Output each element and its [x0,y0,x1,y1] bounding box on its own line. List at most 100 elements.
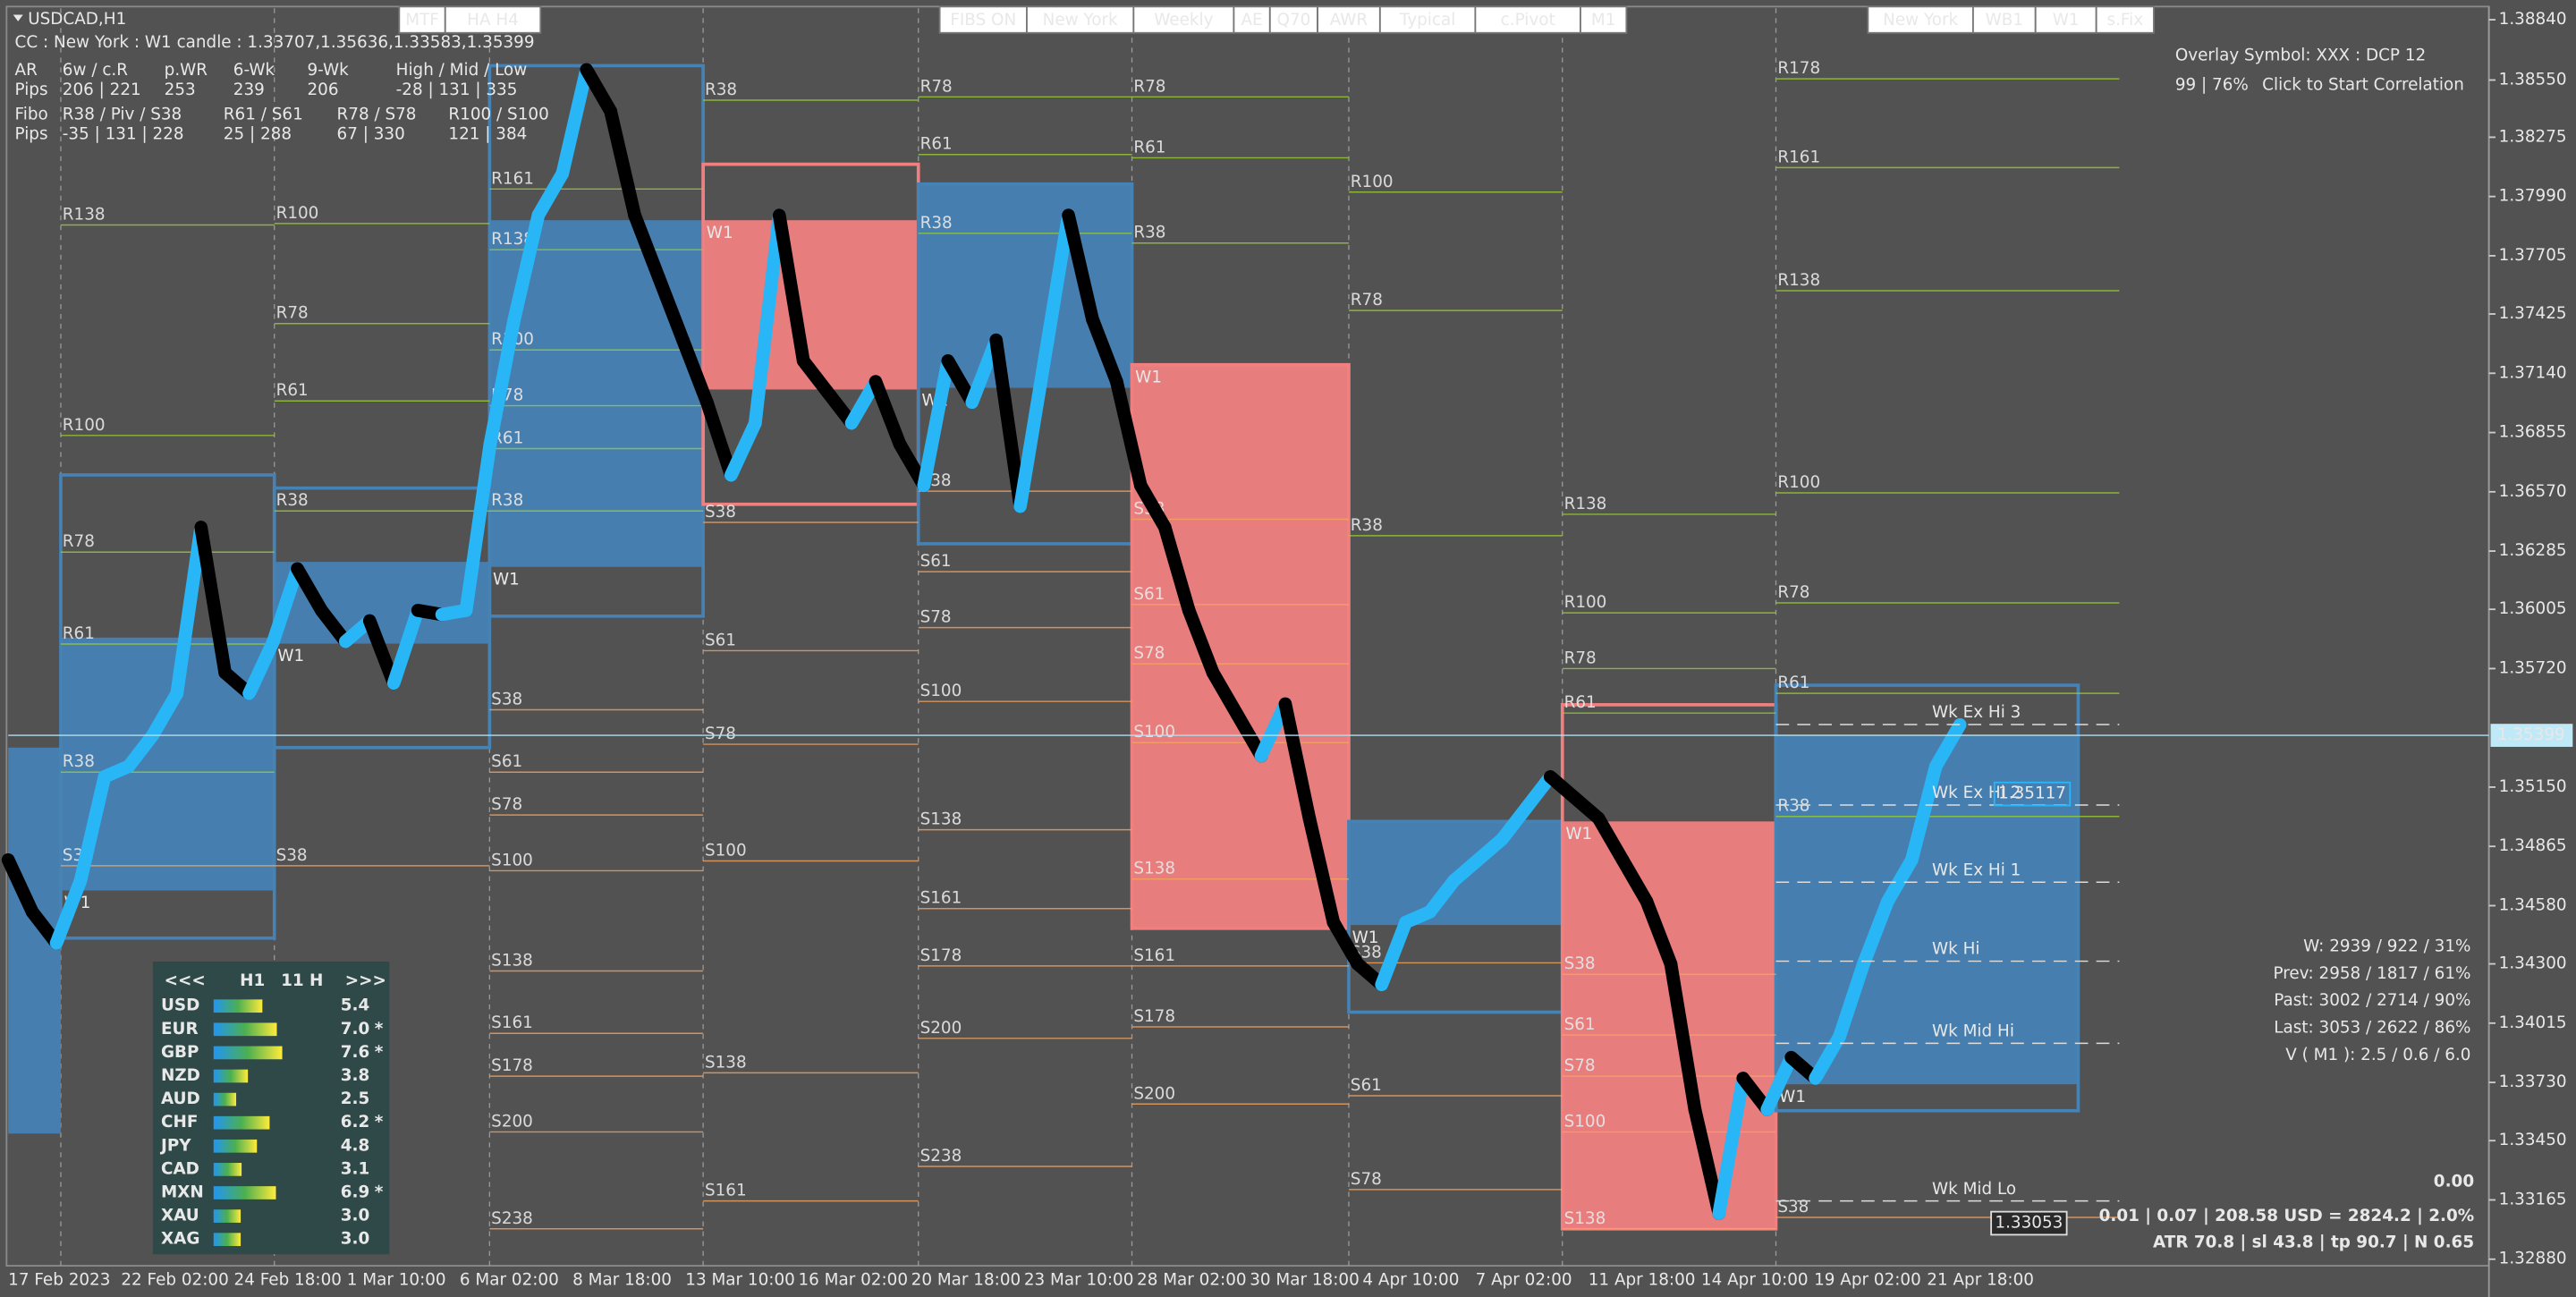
info-cell: R100 / S100 [448,106,548,124]
toolbar-button[interactable] [1268,5,1318,34]
price-segment [1664,957,1702,1116]
toolbar-button[interactable] [1580,5,1628,34]
menu-arrow [13,14,23,21]
price-segment [1,852,39,919]
fib-level-label: S138 [491,951,533,970]
strength-header[interactable]: <<< [165,971,206,990]
toolbar-button[interactable] [1233,5,1271,34]
fib-level-label: S78 [1564,1056,1596,1075]
info-cell: 121 | 384 [448,125,527,144]
fib-level-label: R78 [63,532,95,551]
toolbar-button-label[interactable]: Typical [1399,11,1455,30]
toolbar-button[interactable] [1026,5,1135,34]
strength-header: H1 [240,971,265,990]
fib-level-label: R38 [1777,797,1809,816]
fib-level-label: R61 [1777,674,1809,692]
fib-level-label: R78 [1351,291,1383,309]
fib-level-label: S138 [1564,1209,1606,1228]
strength-value: 6.9 [341,1183,370,1201]
price-segment [1206,665,1244,721]
week-label: W1 [1135,368,1162,386]
toolbar-button[interactable] [1867,5,1974,34]
fib-level-label: R78 [1564,648,1597,667]
toolbar-button-label[interactable]: WB1 [1986,11,2023,30]
y-tick-label: 1.36285 [2499,541,2567,560]
toolbar-button[interactable] [444,5,542,34]
toolbar-button[interactable] [398,5,446,34]
fib-level-label: R138 [63,205,106,224]
price-segment [555,63,594,181]
price-segment [1013,353,1051,513]
toolbar-button-label[interactable]: MTF [405,11,439,30]
info-cell: R38 / Piv / S38 [63,106,182,124]
y-tick-label: 1.34865 [2499,836,2567,855]
x-tick-label: 13 Mar 10:00 [685,1271,795,1290]
info-cell: Pips [15,125,48,144]
toolbar-button-label[interactable]: HA H4 [467,11,519,30]
price-segment [507,208,546,326]
overlay-symbol: Overlay Symbol: XXX : DCP 12 [2175,46,2426,64]
x-tick-label: 1 Mar 10:00 [347,1271,446,1290]
fib-level-label: S78 [705,725,736,743]
price-segment [1157,520,1196,617]
toolbar-button[interactable] [2095,5,2155,34]
toolbar-button-label[interactable]: FIBS ON [950,11,1016,30]
toolbar-button[interactable] [1378,5,1477,34]
fib-level-label: S38 [1564,954,1596,973]
toolbar-button-label[interactable]: Weekly [1154,11,1213,30]
toolbar-button-label[interactable]: M1 [1591,11,1616,30]
toolbar-button[interactable] [1972,5,2037,34]
currency-code: MXN [161,1183,204,1201]
currency-code: EUR [161,1020,199,1038]
x-tick-label: 23 Mar 10:00 [1024,1271,1134,1290]
price-segment [676,333,714,410]
toolbar-button-label[interactable]: AWR [1330,11,1368,30]
toolbar-button-label[interactable]: W1 [2053,11,2080,30]
strength-value: 3.0 [341,1230,370,1249]
toolbar-button-label[interactable]: s.Fix [2107,11,2144,30]
info-cell: 206 | 221 [63,81,141,99]
price-segment [724,416,762,482]
fib-level-label: S61 [1564,1015,1596,1034]
price-segment [628,208,665,284]
currency-code: GBP [161,1043,199,1062]
price-segment [1881,852,1919,909]
fib-level-label: S38 [276,846,308,865]
strength-bar [213,1092,237,1106]
correlation-action[interactable]: Click to Start Correlation [2262,76,2464,95]
fib-level-label: S61 [491,752,522,771]
fib-level-label: S38 [705,503,736,521]
toolbar-button[interactable] [938,5,1028,34]
toolbar-button-label[interactable]: c.Pivot [1501,11,1555,30]
toolbar-button-label[interactable]: New York [1043,11,1118,30]
price-segment [1760,1050,1799,1116]
x-tick-label: 28 Mar 02:00 [1137,1271,1247,1290]
price-segment [604,105,641,222]
price-segment [1302,811,1341,929]
currency-code: USD [161,996,199,1015]
toolbar-button-label[interactable]: New York [1883,11,1958,30]
fib-level-label: S61 [920,552,952,571]
y-tick-label: 1.36005 [2499,599,2567,618]
currency-code: CHF [161,1113,198,1132]
toolbar-button-label[interactable]: Q70 [1277,11,1311,30]
current-price-tag [2490,724,2573,747]
x-tick-label: 4 Apr 10:00 [1362,1271,1459,1290]
fib-level-label: S138 [920,810,962,829]
fib-level-label: S178 [920,946,962,965]
toolbar-button[interactable] [1132,5,1235,34]
strength-header[interactable]: >>> [345,971,386,990]
y-tick-label: 1.37140 [2499,363,2567,382]
fib-level-label: S161 [491,1013,533,1032]
toolbar-button-label[interactable]: AE [1241,11,1263,30]
stats-line: Last: 3053 / 2622 / 86% [2274,1019,2470,1038]
y-tick-label: 1.36855 [2499,423,2567,442]
info-cell: 6-Wk [233,61,275,80]
price-segment [1375,915,1412,992]
y-tick-label: 1.37705 [2499,246,2567,265]
strength-value: 5.4 [341,996,370,1015]
stats-line: W: 2939 / 922 / 31% [2303,937,2470,956]
strength-value: 6.2 [341,1113,370,1132]
price-segment [652,270,690,347]
